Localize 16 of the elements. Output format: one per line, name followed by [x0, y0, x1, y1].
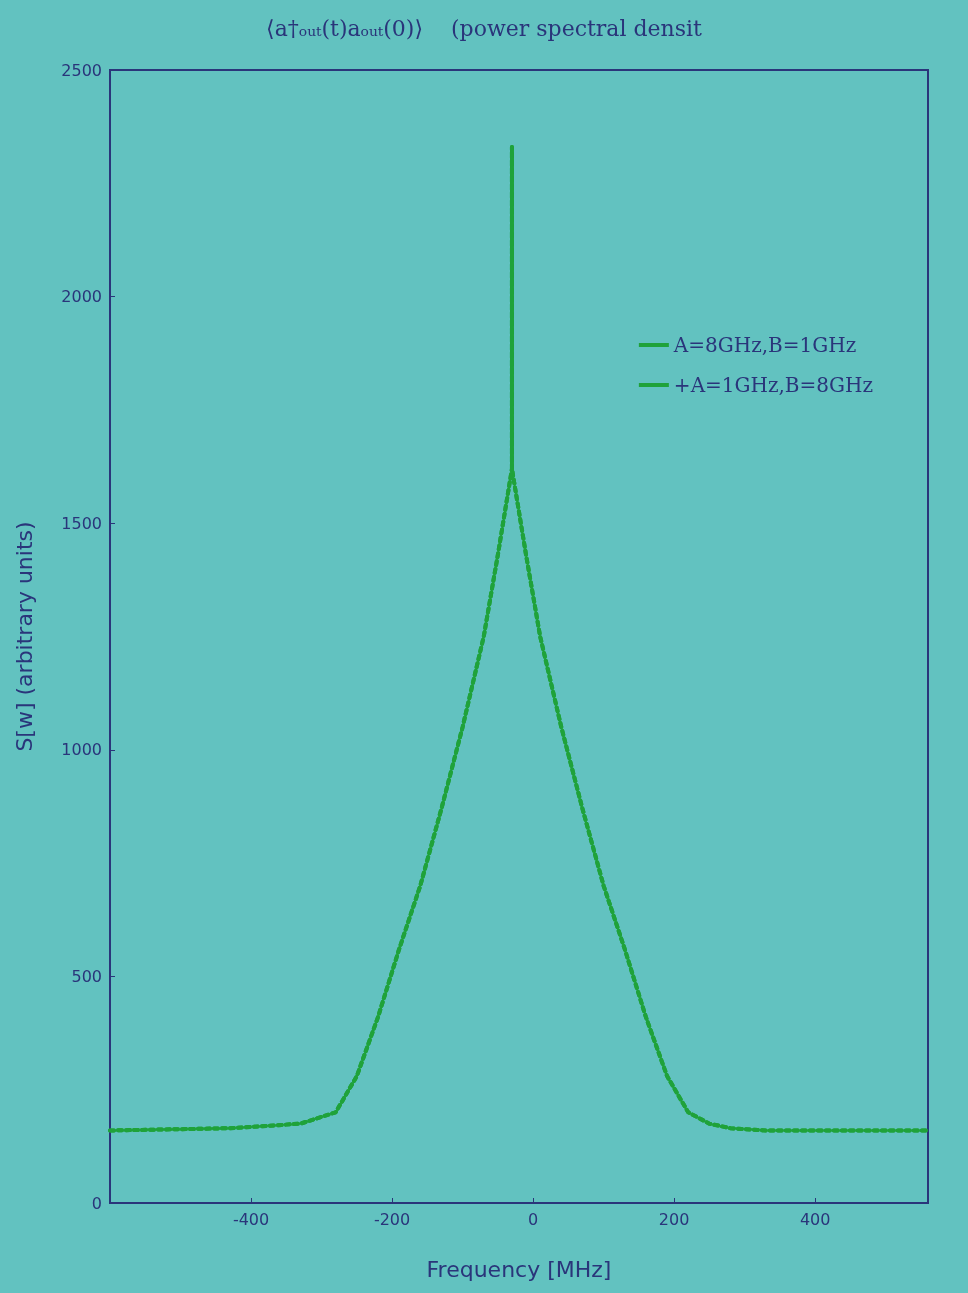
- y-tick-label: 0: [91, 1193, 102, 1213]
- x-tick-label: -200: [373, 1209, 411, 1229]
- legend-label: +A=1GHz,B=8GHz: [673, 373, 874, 397]
- y-axis-title: S[w] (arbitrary units): [11, 521, 37, 752]
- y-tick-label: 500: [71, 966, 102, 986]
- x-tick-label: 200: [658, 1209, 690, 1229]
- x-tick-label: -400: [232, 1209, 270, 1229]
- chart-title: ⟨a†ₒᵤₜ(t)aₒᵤₜ(0)⟩ (power spectral densit: [266, 15, 703, 41]
- y-tick-label: 2500: [61, 60, 102, 80]
- y-tick-label: 2000: [61, 287, 102, 307]
- legend-label: A=8GHz,B=1GHz: [672, 333, 857, 357]
- x-tick-label: 0: [528, 1209, 539, 1229]
- y-tick-label: 1500: [61, 513, 102, 533]
- y-tick-label: 1000: [61, 740, 102, 760]
- x-tick-label: 400: [799, 1209, 831, 1229]
- x-axis-title: Frequency [MHz]: [426, 1256, 612, 1282]
